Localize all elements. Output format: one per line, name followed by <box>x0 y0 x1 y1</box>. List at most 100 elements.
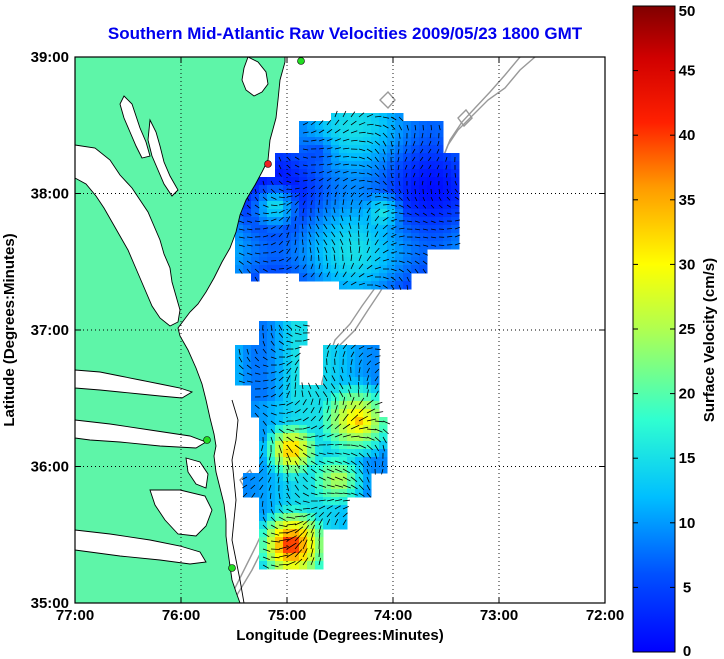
velocity-arrow <box>342 492 351 495</box>
velocity-arrow <box>390 284 395 290</box>
velocity-cell <box>331 409 340 418</box>
velocity-arrow <box>318 557 322 566</box>
velocity-arrow <box>382 444 385 452</box>
velocity-arrow <box>278 258 284 262</box>
velocity-arrow <box>366 200 372 206</box>
velocity-arrow <box>318 499 326 502</box>
velocity-arrow <box>322 383 328 390</box>
velocity-arrow <box>302 200 306 206</box>
velocity-cell <box>355 257 364 266</box>
velocity-arrow <box>428 172 432 178</box>
velocity-arrow <box>270 436 274 444</box>
velocity-arrow <box>342 138 350 142</box>
velocity-arrow <box>437 172 440 178</box>
velocity-arrow <box>430 124 433 131</box>
velocity-cell <box>339 113 348 122</box>
velocity-arrow <box>349 374 352 382</box>
velocity-arrow <box>250 476 256 481</box>
velocity-arrow <box>366 492 372 498</box>
velocity-arrow <box>374 247 380 254</box>
velocity-arrow <box>422 212 428 216</box>
velocity-arrow <box>366 360 372 366</box>
velocity-arrow <box>430 228 436 231</box>
velocity-arrow <box>454 204 460 207</box>
velocity-cell <box>331 193 340 202</box>
velocity-arrow <box>286 172 291 176</box>
velocity-cell <box>339 361 348 370</box>
velocity-arrow <box>342 468 350 474</box>
velocity-arrow <box>342 129 349 134</box>
velocity-cell <box>243 489 252 498</box>
velocity-arrow <box>334 397 337 406</box>
velocity-arrow <box>413 132 416 139</box>
velocity-arrow <box>301 390 304 398</box>
velocity-arrow <box>390 116 397 121</box>
velocity-cell <box>355 233 364 242</box>
velocity-cell <box>315 121 324 130</box>
velocity-arrow <box>262 348 267 354</box>
velocity-arrow <box>366 452 372 459</box>
velocity-arrow <box>286 340 294 344</box>
velocity-cell <box>355 217 364 226</box>
velocity-arrow <box>270 540 280 543</box>
velocity-arrow <box>286 332 293 337</box>
velocity-arrow <box>390 196 396 201</box>
velocity-arrow <box>334 110 338 118</box>
velocity-arrow <box>294 468 299 477</box>
velocity-cell <box>323 265 332 274</box>
velocity-cell <box>355 249 364 258</box>
velocity-arrow <box>318 492 327 495</box>
velocity-arrow <box>262 540 271 545</box>
velocity-arrow <box>262 508 265 515</box>
velocity-arrow <box>366 436 375 441</box>
velocity-arrow <box>397 148 400 155</box>
velocity-arrow <box>390 226 397 230</box>
colorbar-tick-label: 0 <box>683 643 691 659</box>
velocity-arrow <box>278 188 284 192</box>
velocity-cell <box>315 545 324 554</box>
velocity-arrow <box>286 367 292 374</box>
velocity-arrow <box>390 268 397 272</box>
velocity-arrow <box>342 512 348 518</box>
velocity-arrow <box>436 156 440 162</box>
velocity-cell <box>331 225 340 234</box>
velocity-arrow <box>430 196 434 202</box>
velocity-arrow <box>278 444 283 454</box>
velocity-arrow <box>350 492 358 496</box>
velocity-arrow <box>357 382 360 390</box>
velocity-cell <box>307 385 316 394</box>
velocity-arrow <box>302 507 310 510</box>
velocity-arrow <box>342 404 347 414</box>
velocity-arrow <box>270 226 276 230</box>
velocity-arrow <box>430 244 437 247</box>
velocity-cell <box>331 273 340 282</box>
velocity-arrow <box>278 492 281 500</box>
velocity-arrow <box>318 434 326 438</box>
velocity-arrow <box>310 415 316 422</box>
velocity-arrow <box>334 343 339 350</box>
velocity-arrow <box>262 404 269 408</box>
velocity-arrow <box>342 184 348 190</box>
velocity-arrow <box>324 246 328 254</box>
velocity-arrow <box>270 412 277 416</box>
velocity-arrow <box>286 224 290 230</box>
velocity-arrow <box>318 525 322 534</box>
velocity-arrow <box>310 484 318 489</box>
velocity-cell <box>299 401 308 410</box>
velocity-arrows <box>237 110 461 569</box>
velocity-arrow <box>398 227 405 230</box>
velocity-arrow <box>382 258 390 262</box>
velocity-arrow <box>374 188 381 191</box>
velocity-cell <box>331 353 340 362</box>
velocity-arrow <box>294 526 304 534</box>
velocity-arrow <box>302 531 309 542</box>
velocity-arrow <box>294 200 299 206</box>
velocity-cell <box>339 345 348 354</box>
velocity-cell <box>347 113 356 122</box>
velocity-arrow <box>302 476 308 483</box>
velocity-arrow <box>454 172 457 178</box>
velocity-arrow <box>286 535 297 542</box>
velocity-arrow <box>258 460 264 466</box>
velocity-arrow <box>366 140 374 144</box>
velocity-arrow <box>270 196 277 200</box>
